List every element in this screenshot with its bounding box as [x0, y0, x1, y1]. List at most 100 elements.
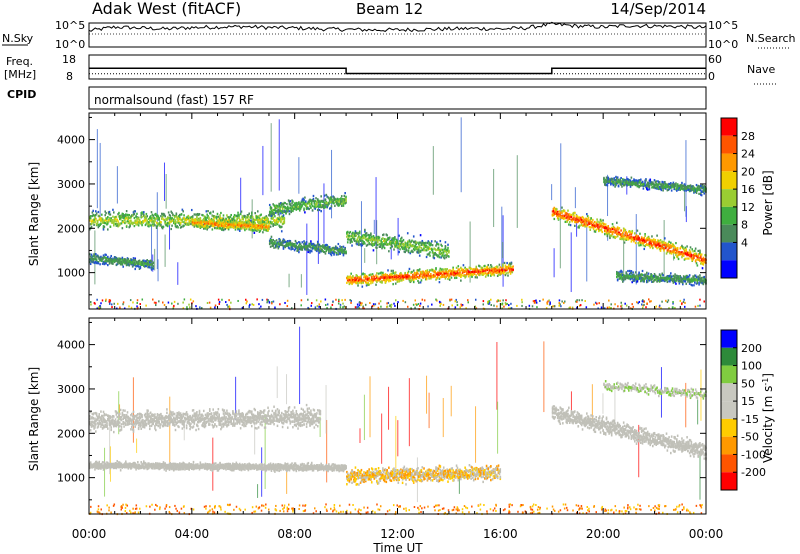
power-cell [103, 221, 106, 224]
power-cell [490, 264, 492, 267]
power-cell [475, 307, 478, 310]
power-cell [204, 226, 207, 229]
power-cell [272, 224, 274, 228]
power-cell [148, 263, 150, 266]
power-cell [94, 257, 96, 261]
power-cell [125, 225, 128, 228]
power-cell [484, 275, 487, 278]
power-cell [263, 219, 266, 222]
power-cell [238, 214, 240, 217]
power-cell [286, 299, 289, 302]
power-cell [262, 231, 264, 234]
power-cell [488, 302, 490, 305]
power-cell [150, 217, 153, 220]
power-cell [499, 299, 501, 302]
power-cell [320, 245, 322, 248]
power-cell [316, 242, 319, 245]
power-cell [153, 222, 155, 226]
power-cell [199, 226, 202, 230]
power-cell [357, 284, 359, 287]
power-cell [216, 227, 219, 230]
power-cell [285, 206, 287, 209]
power-cell [274, 306, 276, 309]
power-cell [364, 280, 367, 283]
power-cell [311, 204, 314, 208]
power-cell [232, 221, 234, 224]
power-cell [92, 209, 95, 212]
power-cell [417, 303, 420, 306]
power-cell [321, 200, 323, 203]
power-cell [409, 277, 412, 280]
power-cell [380, 271, 382, 274]
power-cell [93, 214, 95, 217]
power-cell [636, 229, 639, 232]
power-cell [301, 248, 304, 251]
power-cell [135, 261, 137, 264]
power-streak [96, 129, 98, 209]
power-cell [557, 217, 560, 221]
power-cell [261, 221, 263, 225]
power-cell [292, 247, 294, 250]
power-cell [148, 225, 150, 228]
power-cell [96, 261, 99, 265]
power-cell [506, 302, 508, 305]
power-cell [101, 262, 104, 265]
power-cell [402, 276, 405, 280]
power-cell [336, 247, 339, 250]
power-cell [642, 300, 644, 303]
power-cell [292, 206, 294, 209]
power-cell [268, 242, 271, 246]
power-cell [387, 276, 389, 279]
power-cell [275, 242, 278, 245]
power-cell [188, 219, 191, 222]
power-cell [455, 274, 458, 277]
power-cell [412, 277, 414, 280]
power-cell [352, 236, 355, 239]
power-cell [507, 271, 509, 274]
power-cell [304, 204, 307, 207]
power-cell [448, 250, 450, 253]
power-cell [294, 247, 297, 250]
power-cell [218, 300, 221, 303]
power-cell [202, 224, 204, 227]
power-cell [309, 205, 311, 208]
power-cell [185, 223, 188, 226]
power-cell [504, 269, 507, 272]
power-cell [223, 222, 226, 226]
power-cell [213, 221, 215, 224]
power-cell [250, 228, 252, 232]
power-cell [256, 220, 259, 223]
power-cell [310, 200, 312, 203]
power-cell [318, 305, 320, 308]
power-cell [601, 230, 604, 234]
power-cell [400, 279, 403, 282]
power-cell [279, 240, 281, 243]
power-cell [418, 276, 421, 279]
power-cell [617, 185, 620, 188]
power-cell [472, 268, 474, 271]
power-streak [373, 219, 375, 234]
power-cell [138, 267, 141, 270]
power-cell [273, 223, 275, 226]
power-cell [328, 250, 330, 253]
power-cell [211, 222, 214, 225]
power-cell [143, 265, 146, 268]
power-cell [269, 211, 272, 214]
power-cell [205, 221, 208, 224]
power-cell [189, 298, 192, 301]
power-cell [328, 249, 330, 252]
power-cell [322, 244, 324, 247]
power-cell [190, 216, 193, 219]
power-cell [362, 306, 364, 309]
power-cell [509, 266, 512, 270]
power-cell [102, 221, 105, 224]
power-cell [257, 224, 260, 227]
power-cell [484, 267, 487, 270]
power-cell [244, 214, 246, 218]
power-cell [152, 298, 154, 301]
power-cell [486, 265, 489, 268]
power-cell [291, 204, 293, 207]
power-cell [352, 234, 354, 237]
power-cell [389, 247, 392, 250]
power-cell [213, 217, 215, 220]
